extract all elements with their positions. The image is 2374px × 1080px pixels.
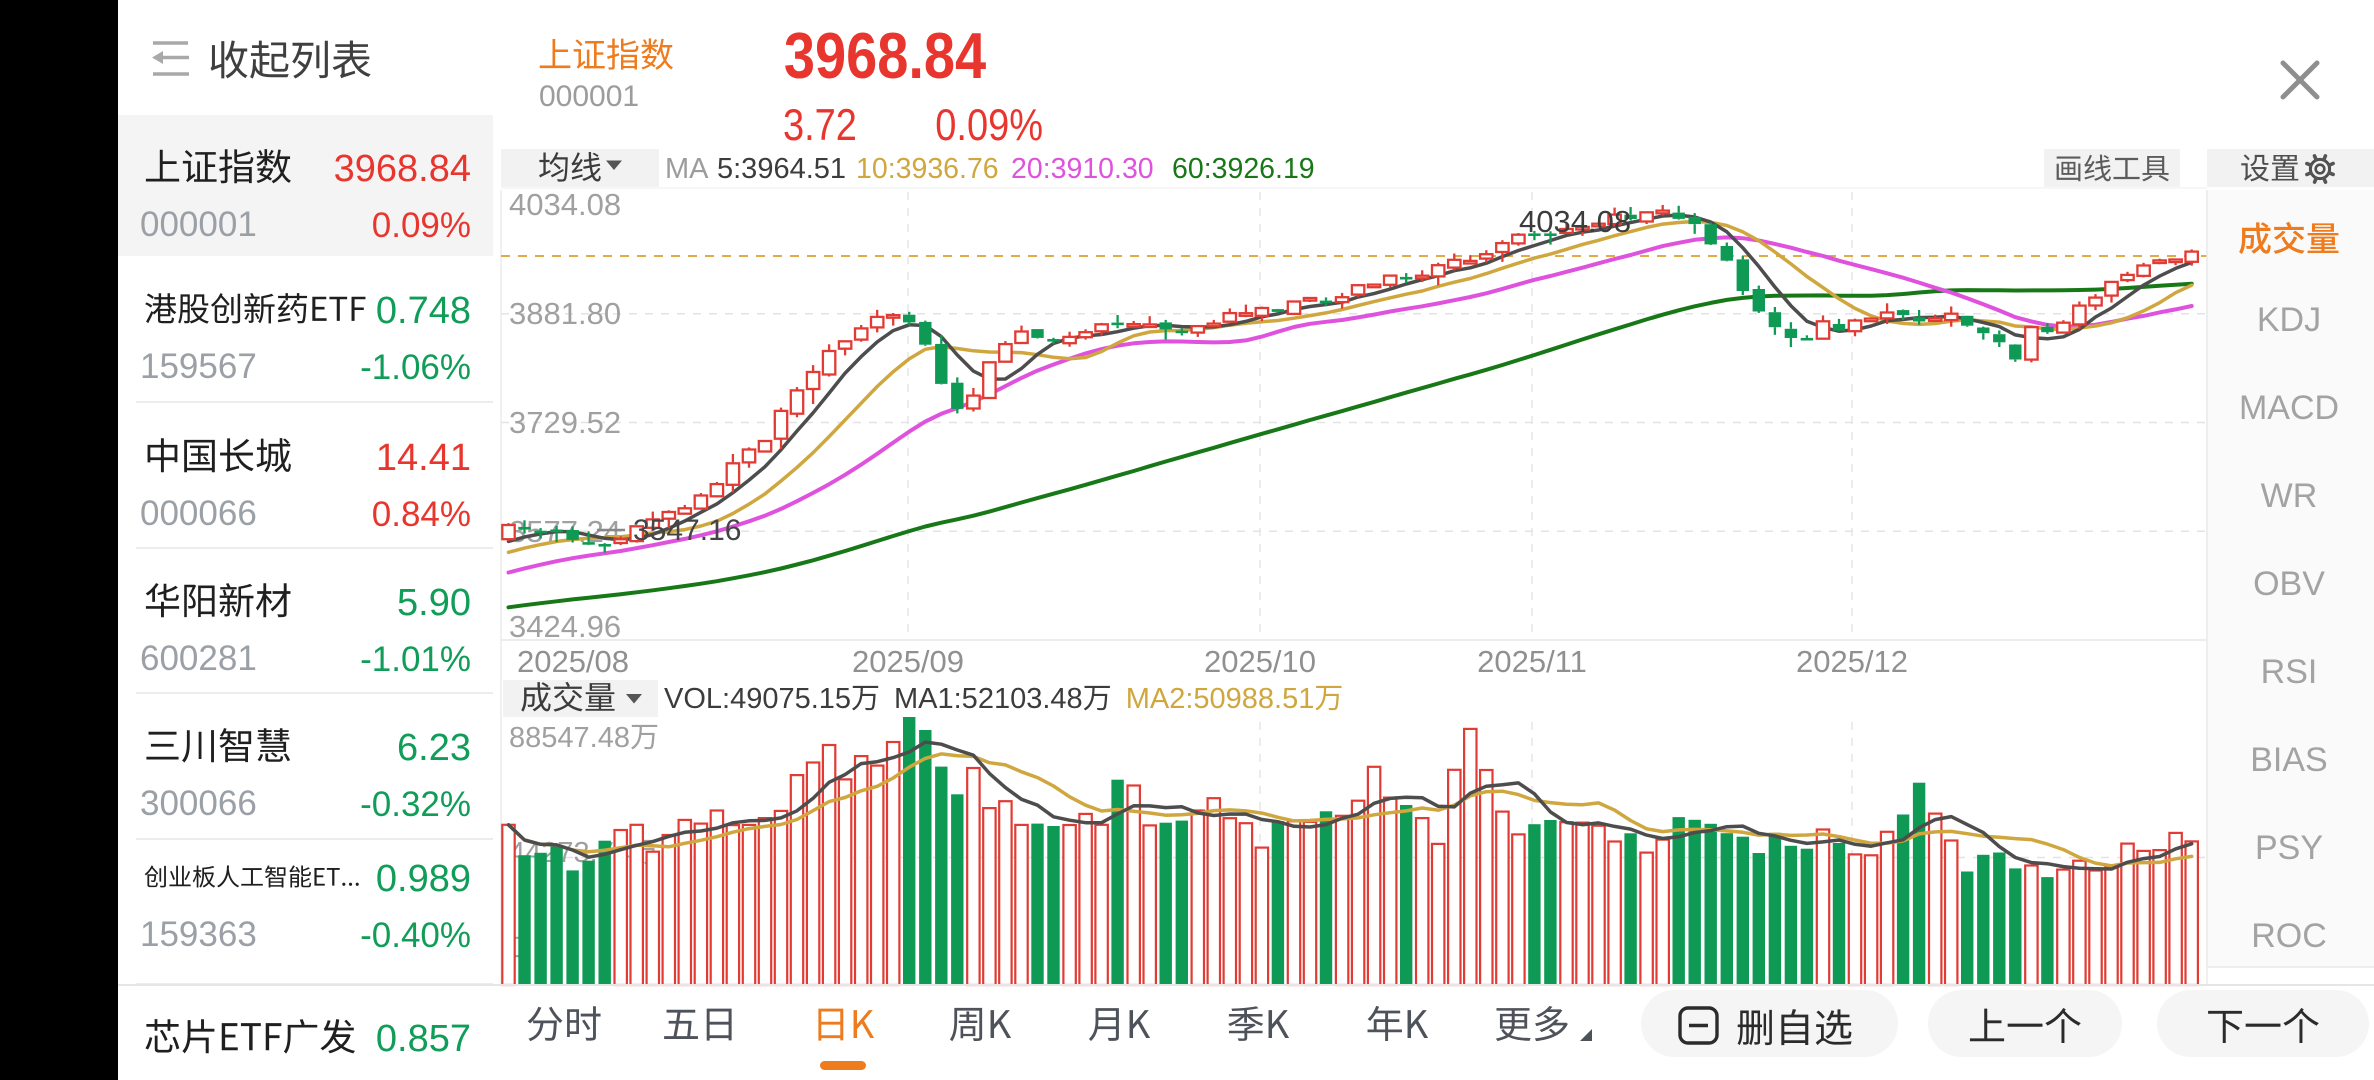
svg-text:2025/09: 2025/09 [852, 644, 964, 679]
svg-text:10:3936.76: 10:3936.76 [856, 153, 999, 185]
svg-text:0.84%: 0.84% [372, 495, 471, 534]
svg-text:MA: MA [665, 153, 709, 185]
svg-text:VOL:49075.15: VOL:49075.15 [664, 683, 851, 715]
svg-text:5.90: 5.90 [397, 582, 471, 624]
svg-text:000066: 000066 [140, 494, 257, 533]
svg-text:3.72: 3.72 [783, 99, 857, 150]
svg-text:3881.80: 3881.80 [509, 296, 621, 331]
svg-text:5:3964.51: 5:3964.51 [717, 153, 846, 185]
svg-text:3547.16: 3547.16 [633, 514, 741, 547]
svg-text:2025/11: 2025/11 [1477, 644, 1587, 679]
svg-text:WR: WR [2261, 477, 2318, 515]
svg-text:-1.06%: -1.06% [360, 348, 471, 387]
svg-text:3968.84: 3968.84 [334, 148, 471, 190]
svg-text:0.857: 0.857 [376, 1018, 471, 1060]
svg-text:MA2:50988.51: MA2:50988.51 [1126, 683, 1315, 715]
svg-text:-1.01%: -1.01% [360, 640, 471, 679]
svg-text:0.09%: 0.09% [935, 99, 1043, 150]
svg-text:PSY: PSY [2255, 829, 2323, 867]
svg-text:2025/10: 2025/10 [1204, 644, 1316, 679]
svg-text:88547.48: 88547.48 [509, 722, 630, 754]
svg-text:6.23: 6.23 [397, 727, 471, 769]
svg-text:MA1:52103.48: MA1:52103.48 [894, 683, 1083, 715]
svg-text:300066: 300066 [140, 784, 257, 823]
svg-text:-0.32%: -0.32% [360, 785, 471, 824]
svg-text:OBV: OBV [2253, 565, 2325, 603]
svg-text:BIAS: BIAS [2250, 741, 2327, 779]
svg-text:0.09%: 0.09% [372, 206, 471, 245]
svg-text:RSI: RSI [2261, 653, 2318, 691]
svg-text:000001: 000001 [539, 80, 639, 113]
svg-text:2025/08: 2025/08 [517, 644, 629, 679]
svg-text:159363: 159363 [140, 915, 257, 954]
svg-text:MACD: MACD [2239, 389, 2339, 427]
svg-text:3968.84: 3968.84 [784, 19, 987, 92]
svg-text:3729.52: 3729.52 [509, 405, 621, 440]
svg-text:0.989: 0.989 [376, 858, 471, 900]
svg-text:-0.40%: -0.40% [360, 916, 471, 955]
svg-text:60:3926.19: 60:3926.19 [1172, 153, 1315, 185]
svg-text:ROC: ROC [2251, 917, 2327, 955]
svg-text:600281: 600281 [140, 639, 257, 678]
svg-text:20:3910.30: 20:3910.30 [1011, 153, 1154, 185]
svg-text:14.41: 14.41 [376, 437, 471, 479]
svg-text:4034.08: 4034.08 [509, 187, 621, 222]
svg-text:000001: 000001 [140, 205, 257, 244]
svg-text:0.748: 0.748 [376, 290, 471, 332]
svg-text:4034.08: 4034.08 [1519, 204, 1631, 239]
svg-text:159567: 159567 [140, 347, 257, 386]
svg-text:2025/12: 2025/12 [1796, 644, 1908, 679]
svg-text:KDJ: KDJ [2257, 301, 2321, 339]
svg-text:3424.96: 3424.96 [509, 609, 621, 644]
